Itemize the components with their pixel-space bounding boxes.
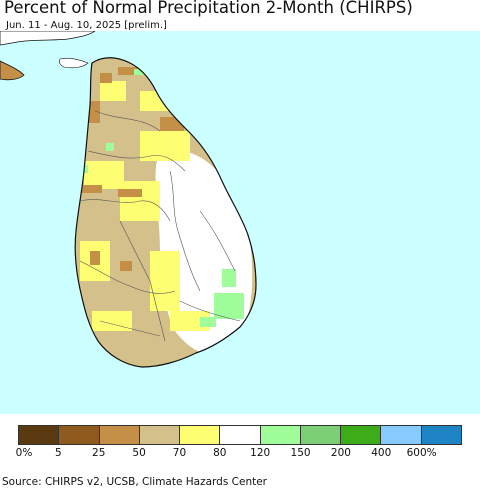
legend-swatch-0 bbox=[19, 426, 60, 444]
legend-swatch-7 bbox=[300, 426, 342, 444]
legend-swatch-1 bbox=[59, 426, 100, 444]
legend-label-9: 400 bbox=[371, 447, 392, 459]
precipitation-map bbox=[0, 31, 480, 414]
legend-label-5: 80 bbox=[213, 447, 227, 459]
legend-label-2: 25 bbox=[92, 447, 106, 459]
yellow-zones bbox=[80, 81, 210, 331]
source-credit: Source: CHIRPS v2, UCSB, Climate Hazards… bbox=[2, 476, 267, 488]
district-borders bbox=[79, 110, 241, 342]
legend-label-8: 200 bbox=[330, 447, 351, 459]
legend-label-4: 70 bbox=[172, 447, 187, 459]
legend-swatch-5 bbox=[220, 426, 261, 444]
legend-label-0: 0% bbox=[15, 447, 33, 459]
legend-label-7: 150 bbox=[290, 447, 311, 459]
legend-swatch-2 bbox=[99, 426, 140, 444]
legend-swatch-3 bbox=[139, 426, 181, 444]
india-coast bbox=[0, 31, 96, 81]
color-legend bbox=[18, 425, 462, 445]
map-subtitle: Jun. 11 - Aug. 10, 2025 [prelim.] bbox=[6, 20, 167, 31]
green-zones bbox=[82, 69, 244, 327]
legend-label-10: 600% bbox=[406, 447, 437, 459]
map-title: Percent of Normal Precipitation 2-Month … bbox=[4, 0, 413, 17]
legend-label-3: 50 bbox=[132, 447, 146, 459]
legend-swatch-4 bbox=[180, 426, 221, 444]
legend-labels: 0% 5 25 50 70 80 120 150 200 400 600% bbox=[0, 447, 480, 463]
legend-swatch-6 bbox=[260, 426, 301, 444]
legend-swatch-8 bbox=[341, 426, 382, 444]
legend-swatch-9 bbox=[381, 426, 422, 444]
legend-swatch-10 bbox=[421, 426, 461, 444]
legend-label-1: 5 bbox=[55, 447, 62, 459]
legend-label-6: 120 bbox=[250, 447, 271, 459]
sri-lanka bbox=[74, 57, 257, 368]
